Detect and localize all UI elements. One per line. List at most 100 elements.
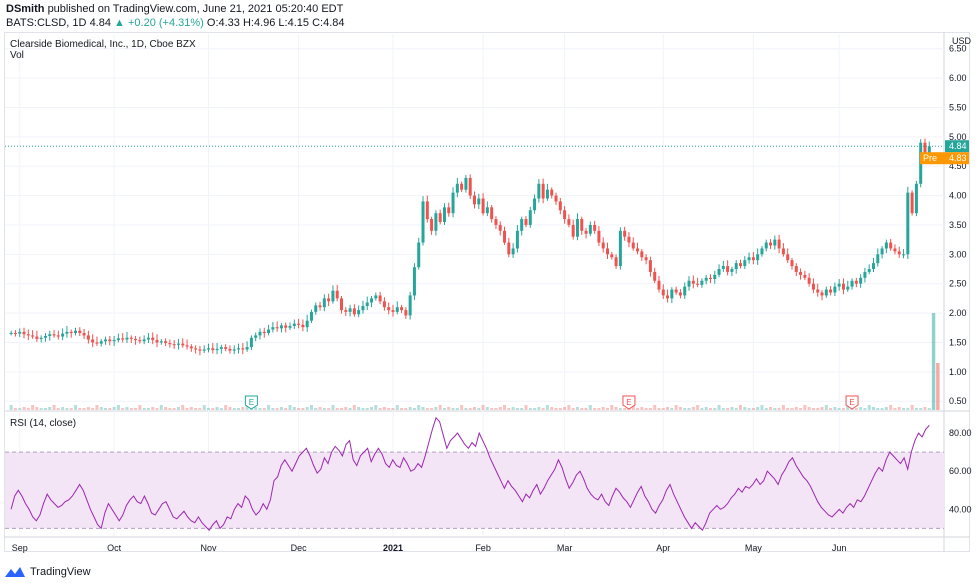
volume-bar (554, 408, 558, 410)
candle-body (910, 192, 914, 214)
candle-body (35, 336, 39, 339)
volume-bar (172, 408, 176, 410)
candle-body (824, 289, 828, 296)
chart-svg[interactable]: Sep Oct Nov Dec 2021 Feb Mar Apr May Jun 6.50 6.00 5… (0, 0, 980, 560)
candle-body (417, 242, 421, 268)
volume-bar (13, 408, 17, 410)
candle-body (361, 306, 365, 311)
candle-body (31, 335, 35, 337)
candle-body (914, 183, 918, 214)
candle-body (455, 183, 459, 193)
candle-body (494, 219, 498, 225)
volume-bar (477, 408, 481, 410)
volume-bar (52, 405, 56, 410)
candle-body (593, 224, 597, 231)
candle-body (335, 290, 339, 299)
volume-bar (503, 405, 507, 410)
x-tick-label: Apr (656, 543, 670, 553)
volume-bar (515, 408, 519, 410)
candle-body (288, 325, 292, 328)
x-tick-label: May (745, 543, 763, 553)
volume-bar (146, 408, 150, 410)
volume-bar (202, 405, 206, 410)
volume-bar (348, 408, 352, 410)
candle-body (854, 280, 858, 284)
candle-body (906, 192, 910, 255)
volume-bar (31, 405, 35, 410)
candle-body (189, 346, 193, 349)
candle-body (545, 189, 549, 199)
candle-body (515, 230, 519, 249)
volume-bar (494, 408, 498, 410)
rsi-title: RSI (14, close) (10, 418, 76, 429)
volume-bar (889, 405, 893, 410)
volume-bar (713, 408, 717, 410)
volume-bar (271, 408, 275, 410)
volume-bar (670, 408, 674, 410)
candle-body (794, 266, 798, 272)
volume-bar (468, 408, 472, 410)
volume-bar (176, 407, 180, 410)
volume-bar (919, 408, 923, 410)
volume-bar (640, 407, 644, 410)
last-price-tag (945, 140, 969, 153)
x-tick-label: 2021 (383, 543, 403, 553)
candle-body (69, 331, 73, 334)
volume-bar (683, 408, 687, 410)
candle-body (387, 307, 391, 311)
candle-body (477, 198, 481, 205)
candle-body (155, 340, 159, 343)
volume-bar (211, 408, 215, 410)
candle-body (524, 219, 528, 225)
volume-bar (241, 407, 245, 410)
volume-bar (614, 407, 618, 410)
volume-bar (159, 405, 163, 410)
volume-bar (687, 408, 691, 410)
volume-bar (108, 408, 112, 410)
volume-bar (125, 407, 129, 410)
candle-body (558, 201, 562, 211)
candle-body (344, 310, 348, 312)
brand-label[interactable]: TradingView (30, 566, 91, 578)
candle-body (56, 335, 60, 337)
volume-bar (773, 408, 777, 410)
author-name[interactable]: DSmith (6, 3, 45, 15)
volume-bar (245, 405, 249, 410)
candle-body (490, 207, 494, 220)
volume-bar (237, 408, 241, 410)
volume-bar (618, 408, 622, 410)
volume-bar (335, 408, 339, 410)
volume-bar (279, 407, 283, 410)
volume-bar (215, 407, 219, 410)
candle-body (275, 327, 279, 329)
volume-bar (914, 408, 918, 410)
candle-body (829, 289, 833, 293)
volume-bar (537, 407, 541, 410)
volume-bar (314, 408, 318, 410)
candle-body (172, 344, 176, 346)
candle-body (52, 334, 56, 336)
volume-bar (691, 407, 695, 410)
candle-body (292, 323, 296, 326)
candle-body (520, 219, 524, 231)
candle-body (206, 348, 211, 350)
volume-bar (400, 408, 404, 410)
volume-bar (48, 407, 52, 410)
y-tick-label: 1.00 (949, 367, 967, 377)
volume-bar (425, 408, 429, 410)
candle-body (610, 254, 614, 258)
volume-bar (262, 408, 266, 410)
candle-body (412, 267, 416, 296)
candle-body (674, 289, 678, 293)
earnings-marker (244, 395, 258, 410)
candle-body (468, 177, 472, 196)
candle-body (211, 348, 215, 351)
x-tick-label: Jun (832, 543, 847, 553)
volume-bar (168, 408, 172, 410)
volume-bar (61, 407, 65, 410)
candle-body (726, 266, 730, 272)
volume-bar (361, 408, 365, 410)
volume-bar (95, 405, 99, 410)
volume-bar (803, 405, 807, 410)
volume-bar (391, 408, 395, 410)
